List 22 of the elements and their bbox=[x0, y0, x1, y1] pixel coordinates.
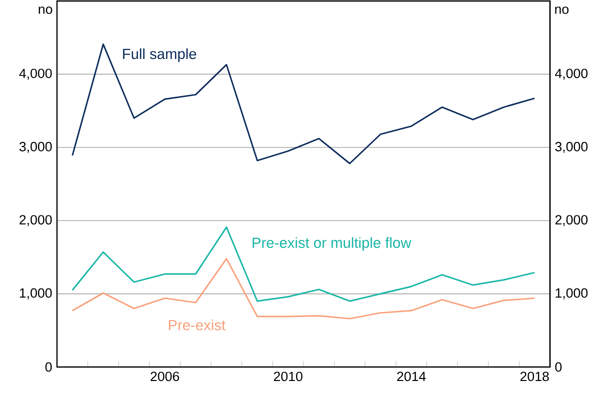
x-tick-label: 2006 bbox=[150, 372, 180, 382]
series-label: Pre-exist bbox=[168, 320, 226, 330]
y-axis-title: no bbox=[38, 6, 52, 14]
series-label: Full sample bbox=[123, 48, 196, 62]
y2-tick-label: 0 bbox=[555, 362, 562, 372]
line-series bbox=[72, 226, 536, 302]
y-tick-label: 1,000 bbox=[20, 288, 52, 300]
y2-axis-title: no bbox=[555, 6, 569, 14]
y2-tick-label: 3,000 bbox=[555, 142, 588, 153]
x-tick-label: 2014 bbox=[397, 372, 426, 382]
y2-tick-label: 1,000 bbox=[556, 288, 588, 300]
y-tick-label: 3,000 bbox=[19, 142, 52, 153]
y-tick-label: 2,000 bbox=[20, 215, 52, 226]
y-tick-label: 4,000 bbox=[19, 68, 52, 80]
y-tick-label: 0 bbox=[45, 362, 52, 372]
line-series bbox=[72, 43, 536, 164]
x-tick-label: 2010 bbox=[274, 372, 302, 382]
x-tick-label: 2018 bbox=[520, 372, 549, 382]
series-label: Pre-exist or multiple flow bbox=[252, 237, 412, 251]
line-series bbox=[72, 258, 536, 320]
y2-tick-label: 2,000 bbox=[555, 215, 588, 226]
y2-tick-label: 4,000 bbox=[555, 68, 588, 80]
